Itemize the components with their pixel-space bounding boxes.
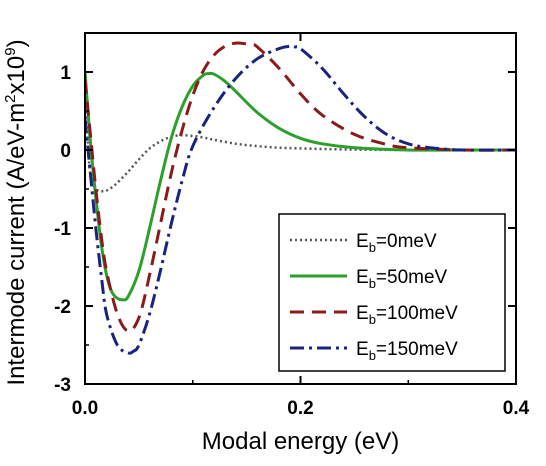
legend-label-main: E: [356, 339, 369, 360]
y-tick-label: -1: [54, 219, 71, 240]
legend-label-main: E: [356, 231, 369, 252]
axis-ticks: 0.0 0.2 0.4 -3 -2 -1 0 1: [54, 32, 530, 419]
y-tick-label: 0: [60, 141, 71, 162]
legend-label-subscript: b: [369, 312, 376, 327]
y-tick-label: 1: [60, 63, 71, 84]
legend-label-1: Eb=50meV: [356, 267, 448, 291]
y-label-part: Intermode current (A/eV-m: [3, 103, 30, 386]
y-label-superscript: 2: [2, 94, 19, 102]
legend-label-3: Eb=150meV: [356, 339, 458, 363]
y-label-superscript: 9: [2, 47, 19, 55]
x-tick-label: 0.0: [72, 398, 98, 419]
legend-label-2: Eb=100meV: [356, 303, 458, 327]
y-label-part: x10: [3, 56, 30, 95]
y-tick-label: -3: [54, 375, 71, 396]
plot-curves: [85, 41, 516, 355]
x-axis-label: Modal energy (eV): [202, 428, 399, 455]
series-line-2: [85, 41, 516, 333]
legend-label-subscript: b: [369, 276, 376, 291]
legend-label-subscript: b: [369, 348, 376, 363]
legend-label-main: E: [356, 267, 369, 288]
legend-label-rest: =150meV: [376, 339, 458, 360]
y-label-part: ): [3, 39, 30, 47]
legend-label-rest: =0meV: [376, 231, 437, 252]
legend-label-subscript: b: [369, 240, 376, 255]
y-axis-label: Intermode current (A/eV-m2x109): [2, 39, 30, 385]
legend-label-0: Eb=0meV: [356, 231, 437, 255]
legend-label-main: E: [356, 303, 369, 324]
y-tick-label: -2: [54, 297, 71, 318]
legend-label-rest: =50meV: [376, 267, 448, 288]
legend-label-rest: =100meV: [376, 303, 458, 324]
series-line-0: [85, 91, 516, 193]
x-tick-label: 0.2: [287, 398, 313, 419]
x-tick-label: 0.4: [503, 398, 530, 419]
series-line-3: [85, 44, 516, 355]
